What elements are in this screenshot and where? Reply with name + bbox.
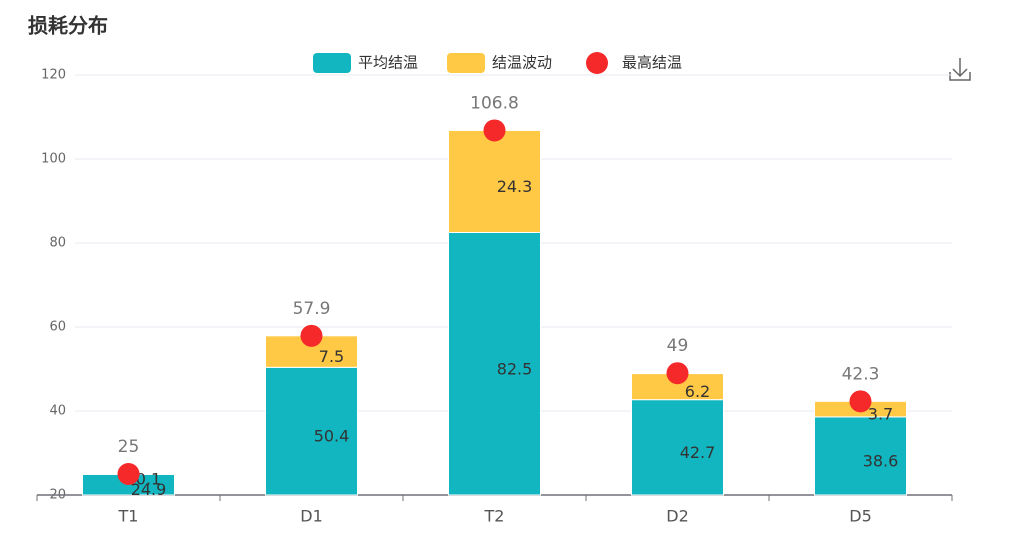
legend-marker [313,53,351,73]
x-tick-label: T1 [118,507,139,526]
bar-label: 24.3 [497,177,533,196]
legend-label: 结温波动 [492,54,552,72]
download-icon[interactable] [949,58,971,81]
legend-marker [447,53,485,73]
bar-label: 42.7 [680,443,716,462]
y-tick-label: 40 [49,404,66,419]
bar-label: 3.7 [868,405,893,424]
y-tick-label: 120 [41,68,66,83]
bar-label: 24.9 [131,480,167,499]
y-tick-label: 80 [49,236,66,251]
point-label: 106.8 [470,93,519,113]
y-tick-label: 100 [41,152,66,167]
x-tick-label: D5 [849,507,872,526]
point [666,362,689,385]
bar-label: 6.2 [685,382,710,401]
point [300,324,323,347]
point [117,463,140,485]
x-tick-label: D1 [300,507,323,526]
point-label: 25 [118,437,140,457]
x-tick-label: T2 [484,507,505,526]
bar-label: 82.5 [497,359,533,378]
bar-segment [631,399,724,496]
bar-segment [265,366,358,496]
bar-label: 0.1 [136,470,161,489]
legend-label: 最高结温 [622,54,682,72]
bar-label: 50.4 [314,427,350,446]
bar-label: 38.6 [863,451,899,470]
legend-label: 平均结温 [358,54,418,72]
point-label: 49 [667,336,689,356]
bar-segment [448,232,541,496]
bar-segment [814,416,907,496]
legend-marker [586,52,608,74]
point-label: 42.3 [842,364,880,384]
point [483,119,506,142]
point [849,390,872,413]
point-label: 57.9 [293,299,331,319]
y-tick-label: 60 [49,320,66,335]
chart-title: 损耗分布 [28,14,108,38]
x-tick-label: D2 [666,507,689,526]
bar-label: 7.5 [319,347,344,366]
